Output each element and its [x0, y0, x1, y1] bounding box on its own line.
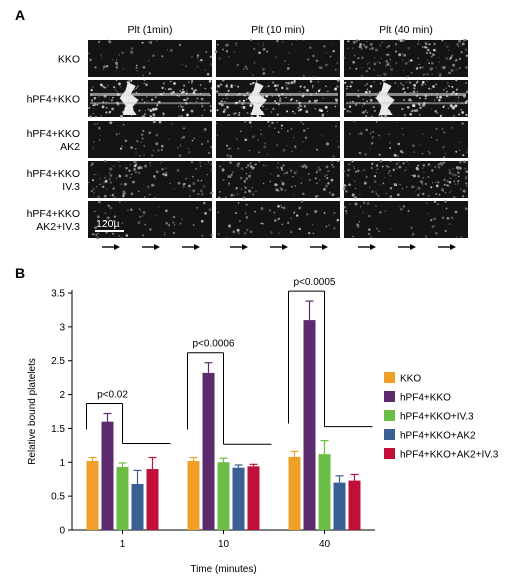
- y-tick-label: 2: [59, 390, 65, 401]
- scale-bar-label: 120µ: [96, 218, 120, 230]
- y-tick-label: 3: [59, 322, 65, 333]
- bar: [247, 466, 260, 530]
- bar: [333, 482, 346, 530]
- micrograph-tile: [215, 78, 340, 118]
- row-label: IV.3: [62, 181, 80, 193]
- significance-bracket: [187, 352, 272, 445]
- y-tick-label: 1: [59, 458, 65, 469]
- bar: [303, 320, 316, 530]
- legend-label: hPF4+KKO+AK2+IV.3: [400, 450, 499, 461]
- bar: [131, 483, 144, 530]
- flow-arrow-icon: [102, 244, 120, 250]
- legend-item: hPF4+KKO: [384, 391, 451, 404]
- column-header: Plt (1min): [128, 24, 173, 36]
- significance-bracket: [288, 290, 373, 428]
- flow-arrow-icon: [398, 244, 416, 250]
- row-label: hPF4+KKO: [27, 94, 80, 106]
- p-value-annotation: p<0.0006: [193, 339, 235, 350]
- p-value-annotation: p<0.0005: [294, 277, 336, 288]
- bar: [86, 460, 99, 530]
- micrograph-tile: [88, 79, 213, 119]
- row-label: AK2+IV.3: [36, 221, 80, 233]
- legend-swatch: [384, 372, 395, 383]
- flow-arrow-icon: [310, 244, 328, 250]
- bar: [146, 469, 159, 530]
- micrograph-tile: [214, 38, 341, 78]
- y-tick-label: 0.5: [51, 492, 65, 503]
- x-tick-label: 1: [120, 539, 126, 550]
- x-axis-label: Time (minutes): [190, 564, 256, 575]
- row-label: hPF4+KKO: [27, 128, 80, 140]
- flow-arrow-icon: [182, 244, 200, 250]
- flow-arrow-icon: [230, 244, 248, 250]
- legend-item: hPF4+KKO+AK2: [384, 429, 476, 442]
- micrograph-tile: [344, 120, 469, 159]
- flow-arrow-icon: [270, 244, 288, 250]
- bar: [116, 467, 129, 530]
- y-tick-label: 3.5: [51, 289, 65, 300]
- legend-label: hPF4+KKO: [400, 393, 451, 404]
- legend-swatch: [384, 391, 395, 402]
- significance-bracket: [86, 403, 171, 445]
- micrograph-tile: [216, 200, 340, 238]
- legend-swatch: [384, 448, 395, 459]
- bar: [187, 460, 200, 530]
- legend-item: hPF4+KKO+IV.3: [384, 410, 474, 423]
- x-tick-label: 10: [218, 539, 230, 550]
- column-header: Plt (40 min): [379, 24, 433, 36]
- legend-label: KKO: [400, 374, 421, 385]
- y-tick-label: 1.5: [51, 424, 65, 435]
- bar: [202, 372, 215, 530]
- y-tick-label: 0: [59, 526, 65, 537]
- p-value-annotation: p<0.02: [97, 390, 128, 401]
- panel-b-letter: B: [15, 265, 25, 281]
- bar: [101, 421, 114, 530]
- micrograph-tile: [342, 159, 468, 200]
- legend-label: hPF4+KKO+IV.3: [400, 412, 474, 423]
- row-label: hPF4+KKO: [27, 208, 80, 220]
- legend-item: KKO: [384, 372, 421, 385]
- y-tick-label: 2.5: [51, 356, 65, 367]
- x-tick-label: 40: [319, 539, 331, 550]
- legend-item: hPF4+KKO+AK2+IV.3: [384, 448, 499, 461]
- flow-arrow-icon: [438, 244, 456, 250]
- bar: [288, 456, 301, 530]
- panel-a-micrographs: Plt (1min) Plt (10 min) Plt (40 min) KKO hPF…: [27, 24, 469, 250]
- micrograph-tile: [215, 120, 340, 158]
- bar: [217, 462, 230, 530]
- bar-chart: 0 0.5 1 1.5 2 2.5 3 3.5 Relative bound platelets…: [27, 277, 499, 575]
- bar: [348, 480, 361, 530]
- legend-swatch: [384, 429, 395, 440]
- flow-arrow-icon: [142, 244, 160, 250]
- legend-swatch: [384, 410, 395, 421]
- bar: [232, 467, 245, 530]
- flow-arrow-icon: [358, 244, 376, 250]
- row-label: hPF4+KKO: [27, 168, 80, 180]
- micrograph-tile: [216, 159, 340, 200]
- micrograph-tile: [343, 38, 468, 78]
- micrograph-tile: [88, 120, 213, 158]
- micrograph-tile: [87, 39, 212, 77]
- micrograph-tile: [343, 200, 468, 239]
- column-header: Plt (10 min): [251, 24, 305, 36]
- row-label: KKO: [58, 54, 80, 66]
- legend-label: hPF4+KKO+AK2: [400, 431, 476, 442]
- panel-a-letter: A: [15, 7, 25, 23]
- row-label: AK2: [60, 141, 80, 153]
- y-axis-label: Relative bound platelets: [27, 358, 38, 465]
- micrograph-tile: [88, 159, 214, 199]
- bar: [318, 454, 331, 530]
- micrograph-tile: [343, 79, 469, 118]
